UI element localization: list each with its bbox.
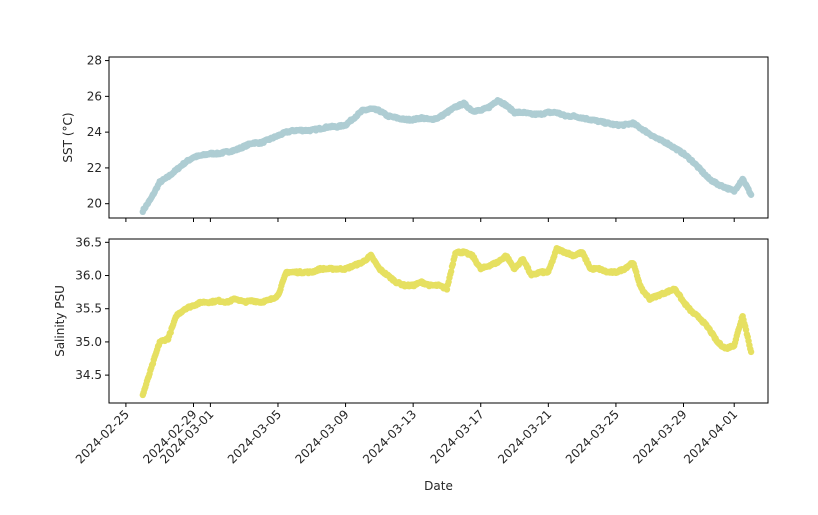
y-axis-label: Salinity PSU xyxy=(53,285,67,357)
y-tick-label: 24 xyxy=(87,125,102,139)
x-tick-label: 2024-03-25 xyxy=(563,407,622,466)
data-point xyxy=(747,191,755,198)
y-tick-label: 26 xyxy=(87,89,102,103)
axes-frame xyxy=(108,238,769,404)
y-tick-label: 35.5 xyxy=(75,302,102,316)
data-point xyxy=(443,286,451,293)
y-tick-label: 34.5 xyxy=(75,368,102,382)
data-point xyxy=(447,268,455,275)
y-tick-label: 20 xyxy=(87,197,102,211)
y-axis-label: SST (°C) xyxy=(61,112,75,162)
series-markers xyxy=(139,97,755,216)
x-tick-label: 2024-03-17 xyxy=(428,407,487,466)
x-tick-label: 2024-04-01 xyxy=(681,407,740,466)
y-tick-label: 35.0 xyxy=(75,335,102,349)
x-tick-label: 2024-03-09 xyxy=(292,407,351,466)
x-tick-label: 2024-03-13 xyxy=(360,407,419,466)
sst-panel: 20 22 24 26 28 SST (°C) xyxy=(61,54,769,222)
y-tick-label: 22 xyxy=(87,161,102,175)
series-markers xyxy=(139,244,755,399)
x-tick-label: 2024-03-21 xyxy=(495,407,554,466)
data-point xyxy=(747,348,755,356)
x-axis-label: Date xyxy=(424,479,453,493)
y-tick-label: 36.0 xyxy=(75,269,102,283)
axes-frame xyxy=(108,56,769,219)
y-tick-label: 28 xyxy=(87,54,102,68)
x-tick-label: 2024-03-05 xyxy=(225,407,284,466)
x-tick-label: 2024-02-25 xyxy=(73,407,132,466)
y-tick-label: 36.5 xyxy=(75,235,102,249)
salinity-panel: 34.5 35.0 35.5 36.0 36.5 Salinity PSU 2024-02-… xyxy=(53,235,769,466)
